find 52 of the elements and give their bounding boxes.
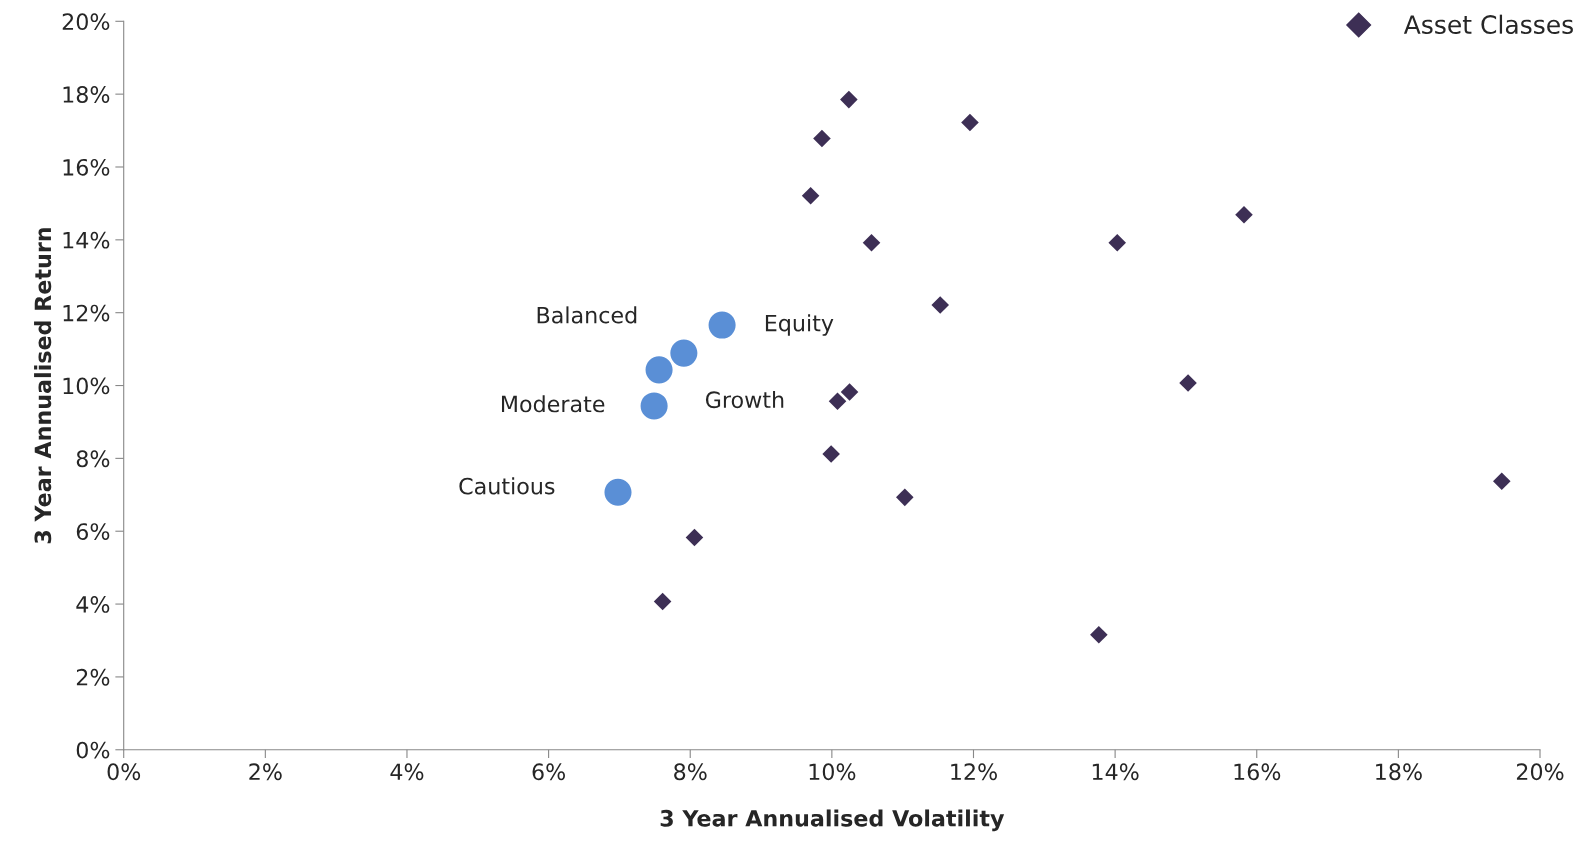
point	[604, 478, 632, 506]
y-tick-label: 8%	[76, 450, 110, 468]
x-tick-label: 16%	[1234, 763, 1281, 781]
point	[685, 528, 704, 547]
y-tick-label: 14%	[63, 231, 110, 249]
annotation: Balanced	[537, 306, 637, 324]
x-tick-label: 4%	[390, 763, 424, 781]
point	[801, 186, 820, 205]
point	[670, 339, 698, 367]
point	[645, 356, 673, 384]
point	[1090, 625, 1108, 644]
y-tick-label: 2%	[76, 668, 110, 686]
point	[813, 129, 831, 148]
x-tick-label: 0%	[107, 763, 141, 781]
point	[896, 488, 914, 507]
point	[840, 90, 858, 109]
point	[961, 113, 979, 132]
annotation: Equity	[765, 314, 834, 336]
y-tick-label: 18%	[63, 86, 110, 103]
y-tick-label: 16%	[63, 158, 110, 176]
point	[931, 296, 949, 314]
annotation: Cautious	[459, 477, 555, 495]
y-tick-label: 10%	[63, 377, 110, 395]
x-tick-label: 12%	[951, 763, 997, 781]
point	[1492, 472, 1511, 491]
legend-label: Asset Classes	[1403, 14, 1573, 35]
point	[708, 311, 736, 339]
point	[1108, 233, 1127, 252]
y-tick-label: 0%	[76, 741, 110, 759]
x-tick-label: 14%	[1092, 763, 1139, 781]
y-tick-label: 12%	[63, 304, 110, 322]
point	[828, 392, 847, 410]
x-tick-label: 20%	[1516, 763, 1564, 781]
annotation: Moderate	[501, 395, 605, 413]
x-tick-label: 2%	[249, 763, 282, 781]
y-tick-label: 6%	[76, 523, 110, 540]
point	[822, 445, 840, 463]
point	[840, 383, 859, 401]
annotation: Growth	[705, 390, 784, 409]
y-tick-label: 20%	[62, 13, 110, 31]
point	[640, 392, 668, 420]
x-axis-title: 3 Year Annualised Volatility	[660, 809, 1005, 832]
x-tick-label: 10%	[809, 763, 856, 781]
point	[653, 592, 672, 611]
point	[1179, 374, 1197, 392]
y-axis-title: 3 Year Annualised Return	[34, 228, 52, 544]
point	[862, 233, 881, 252]
x-tick-label: 18%	[1376, 763, 1422, 781]
x-tick-label: 8%	[674, 763, 707, 781]
y-tick-label: 4%	[76, 596, 110, 613]
x-tick-label: 6%	[532, 763, 565, 781]
point	[1235, 205, 1253, 224]
